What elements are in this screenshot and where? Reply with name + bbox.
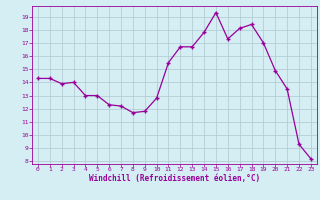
X-axis label: Windchill (Refroidissement éolien,°C): Windchill (Refroidissement éolien,°C) — [89, 174, 260, 183]
